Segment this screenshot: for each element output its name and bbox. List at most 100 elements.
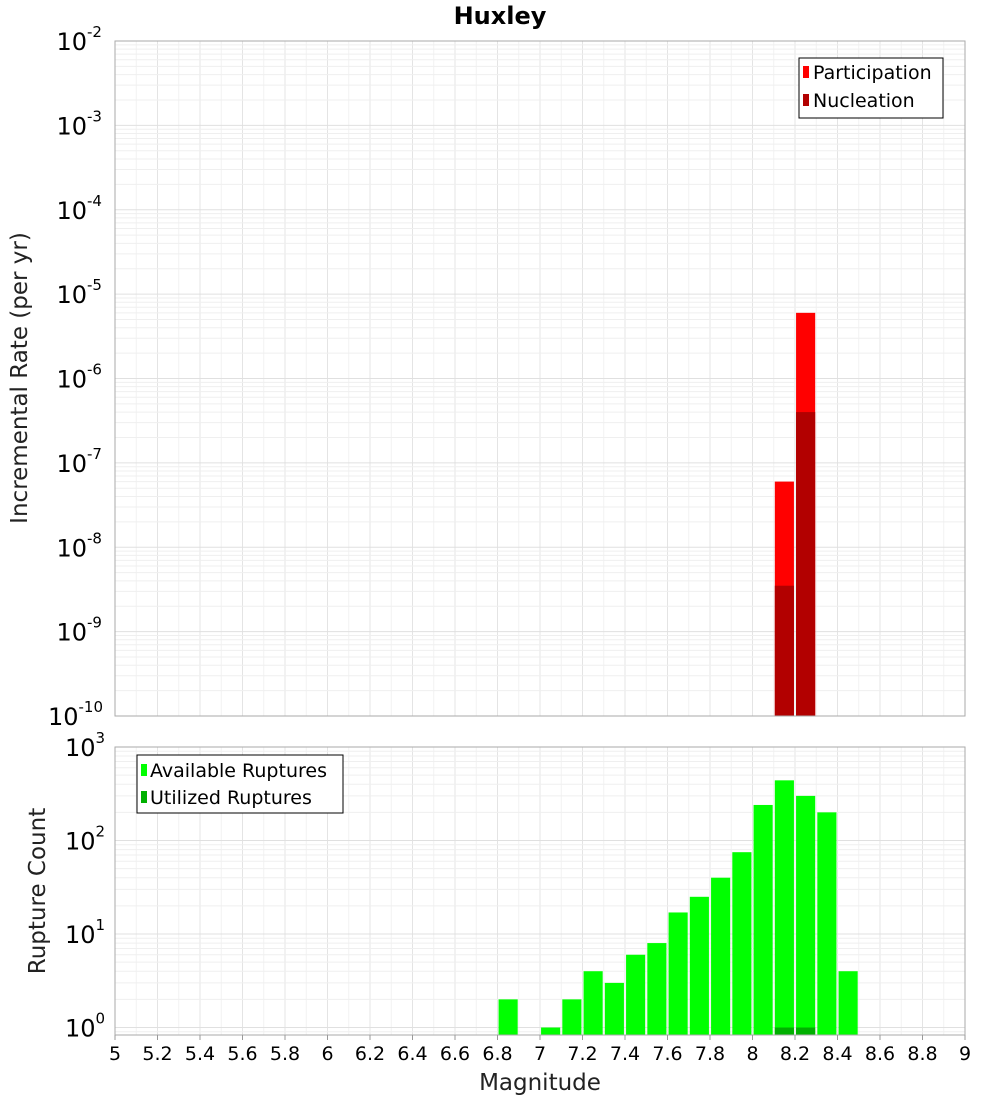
x-tick-label: 7.8 [695, 1043, 725, 1065]
count-bar-utilized-ruptures [796, 1027, 816, 1035]
x-tick-label: 5.2 [142, 1043, 172, 1065]
y-tick-label: 10 -3 [56, 107, 102, 140]
x-tick-label: 7.2 [567, 1043, 597, 1065]
count-bar-available-ruptures [541, 1027, 561, 1035]
y-tick-base: 10 [65, 921, 96, 949]
rate-bars [774, 312, 816, 716]
x-tick-label: 8 [746, 1043, 758, 1065]
y-tick-exponent: 2 [96, 823, 106, 841]
count-bar-available-ruptures [626, 954, 646, 1035]
x-tick-label: 8.4 [822, 1043, 852, 1065]
nucleation-legend-swatch [803, 94, 809, 106]
y-tick-exponent: -3 [87, 107, 102, 125]
x-tick-label: 5.4 [185, 1043, 215, 1065]
rate-y-ticks: 10-210-310-410-510-610-710-810-910-10 [48, 23, 103, 731]
y-tick-base: 10 [56, 534, 87, 562]
utilized-legend-label: Utilized Ruptures [150, 787, 312, 809]
x-tick-label: 6.4 [397, 1043, 427, 1065]
count-bar-available-ruptures [604, 982, 624, 1035]
rate-y-axis-label: Incremental Rate (per yr) [7, 232, 33, 524]
x-tick-label: 6 [321, 1043, 333, 1065]
y-tick-label: 10 -5 [56, 276, 102, 309]
count-bar-available-ruptures [774, 780, 794, 1035]
y-tick-exponent: -5 [87, 276, 102, 294]
x-tick-label: 6.8 [482, 1043, 512, 1065]
y-tick-label: 10 -10 [48, 698, 103, 731]
x-tick-label: 8.6 [865, 1043, 895, 1065]
count-legend: Available Ruptures Utilized Ruptures [136, 754, 344, 814]
y-tick-base: 10 [56, 619, 87, 647]
rate-legend: Participation Nucleation [798, 57, 944, 119]
x-tick-label: 5.8 [270, 1043, 300, 1065]
rate-plot-frame [114, 40, 966, 717]
participation-legend-label: Participation [813, 62, 932, 84]
x-tick-label: 7 [534, 1043, 546, 1065]
y-tick-exponent: -6 [87, 361, 102, 379]
y-tick-exponent: -8 [87, 529, 102, 547]
y-tick-base: 10 [56, 28, 87, 56]
y-tick-exponent: -7 [87, 445, 102, 463]
count-bar-available-ruptures [647, 943, 667, 1035]
y-tick-label: 10 -4 [56, 192, 102, 225]
count-legend-box [136, 754, 344, 814]
y-tick-label: 10 1 [65, 916, 105, 949]
y-tick-base: 10 [56, 197, 87, 225]
y-tick-base: 10 [65, 734, 96, 762]
utilized-legend-swatch [141, 791, 147, 803]
y-tick-base: 10 [56, 281, 87, 309]
rate-panel: 10-210-310-410-510-610-710-810-910-10 In… [7, 23, 966, 731]
x-tick-label: 9 [959, 1043, 971, 1065]
count-bars [498, 780, 858, 1035]
y-tick-exponent: -2 [87, 23, 102, 41]
y-tick-exponent: 0 [96, 1010, 106, 1028]
y-tick-exponent: -4 [87, 192, 102, 210]
x-axis: 5 5.2 5.4 5.6 5.8 6 6.2 6.4 6.6 6.8 7 7.2 7.4 7.6 7.8 8… [109, 1035, 971, 1065]
x-tick-label: 8.2 [780, 1043, 810, 1065]
count-bar-available-ruptures [583, 971, 603, 1035]
count-bar-available-ruptures [711, 877, 731, 1035]
rate-legend-box [798, 57, 944, 119]
count-bar-available-ruptures [838, 971, 858, 1035]
x-tick-label: 7.4 [610, 1043, 640, 1065]
chart-title: Huxley [454, 2, 547, 30]
x-tick-label: 7.6 [652, 1043, 682, 1065]
count-bar-available-ruptures [668, 912, 688, 1035]
rate-grid [114, 41, 966, 717]
y-tick-label: 10 -2 [56, 23, 102, 56]
count-bar-available-ruptures [732, 852, 752, 1035]
count-bar-available-ruptures [498, 999, 518, 1035]
x-tick-label: 5.6 [227, 1043, 257, 1065]
y-tick-base: 10 [56, 112, 87, 140]
y-tick-label: 10 -8 [56, 529, 102, 562]
count-bar-utilized-ruptures [774, 1027, 794, 1035]
x-axis-label: Magnitude [479, 1070, 601, 1096]
count-y-axis-label: Rupture Count [25, 808, 51, 974]
count-bar-available-ruptures [753, 804, 773, 1035]
y-tick-base: 10 [48, 703, 79, 731]
count-bar-available-ruptures [817, 812, 837, 1035]
y-tick-label: 10 3 [65, 729, 105, 762]
y-tick-base: 10 [65, 1015, 96, 1043]
nucleation-legend-label: Nucleation [813, 90, 915, 112]
y-tick-base: 10 [65, 828, 96, 856]
y-tick-exponent: 3 [96, 729, 106, 747]
participation-legend-swatch [803, 66, 809, 78]
count-bar-available-ruptures [796, 795, 816, 1035]
available-legend-label: Available Ruptures [150, 760, 327, 782]
y-tick-exponent: -9 [87, 614, 102, 632]
rate-bar-nucleation [796, 412, 816, 716]
y-tick-base: 10 [56, 366, 87, 394]
count-bar-available-ruptures [689, 896, 709, 1035]
x-tick-label: 6.6 [440, 1043, 470, 1065]
y-tick-label: 10 0 [65, 1010, 105, 1043]
rate-bar-nucleation [774, 585, 794, 716]
y-tick-exponent: 1 [96, 916, 106, 934]
x-tick-label: 8.8 [907, 1043, 937, 1065]
y-tick-label: 10 -9 [56, 614, 102, 647]
y-tick-label: 10 2 [65, 823, 105, 856]
y-tick-label: 10 -7 [56, 445, 102, 478]
y-tick-exponent: -10 [79, 698, 104, 716]
